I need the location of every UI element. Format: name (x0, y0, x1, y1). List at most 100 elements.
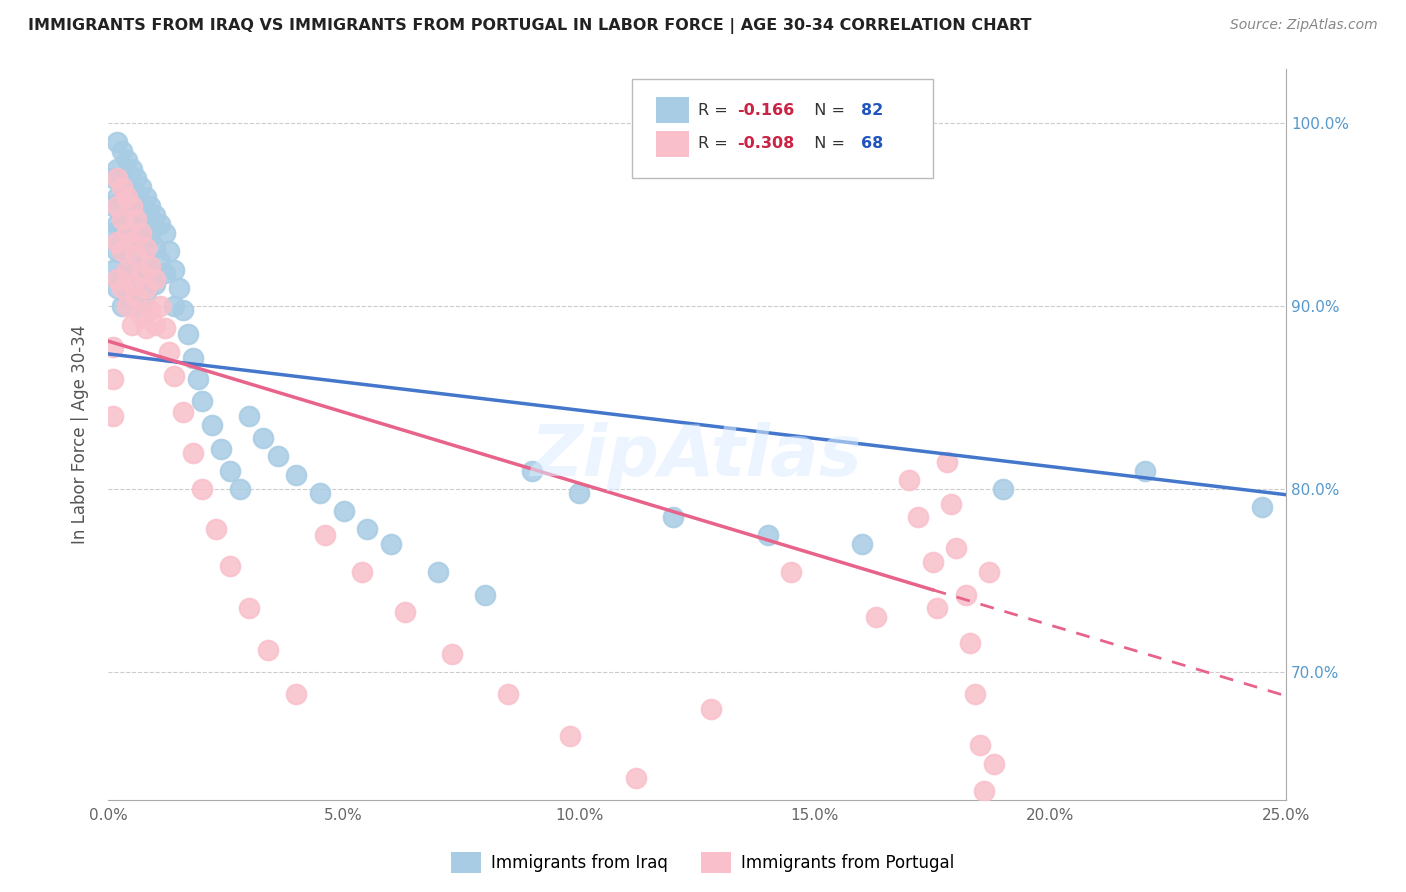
Point (219, 464, 242, 478)
Point (921, 555, 943, 569)
Point (520, 464, 543, 478)
Point (115, 226, 138, 240)
Point (107, 235, 129, 250)
Point (135, 321, 157, 335)
Point (352, 565, 374, 579)
Point (177, 326, 200, 341)
Point (624, 771, 647, 785)
Point (115, 153, 138, 167)
Point (157, 244, 180, 259)
Text: -0.166: -0.166 (737, 103, 794, 118)
Point (129, 226, 152, 240)
Point (229, 482, 252, 496)
Point (135, 285, 157, 299)
Point (101, 339, 124, 353)
Point (111, 193, 134, 207)
Point (558, 729, 581, 743)
Point (107, 272, 129, 286)
Point (959, 636, 981, 650)
Point (111, 211, 134, 226)
Point (111, 217, 134, 231)
Point (121, 248, 143, 262)
Point (129, 309, 152, 323)
Point (115, 189, 138, 203)
Point (700, 701, 723, 715)
Point (101, 409, 124, 423)
Point (129, 235, 152, 250)
Point (107, 199, 129, 213)
FancyBboxPatch shape (655, 131, 689, 157)
Point (143, 277, 166, 292)
Point (107, 171, 129, 186)
Point (115, 262, 138, 277)
Point (121, 277, 143, 292)
Point (121, 189, 143, 203)
Point (143, 272, 166, 286)
Text: ZipAtlas: ZipAtlas (531, 422, 863, 491)
Point (201, 418, 224, 433)
Point (568, 486, 591, 500)
Point (149, 299, 172, 313)
Point (115, 290, 138, 304)
Point (115, 262, 138, 277)
Point (238, 409, 260, 423)
Point (107, 135, 129, 149)
Point (143, 318, 166, 332)
Point (121, 281, 143, 295)
Point (101, 372, 124, 386)
FancyBboxPatch shape (655, 97, 689, 123)
Point (167, 281, 190, 295)
Point (125, 248, 148, 262)
Point (107, 217, 129, 231)
Point (756, 528, 779, 542)
Legend: Immigrants from Iraq, Immigrants from Portugal: Immigrants from Iraq, Immigrants from Po… (444, 846, 962, 880)
Point (135, 241, 157, 255)
Point (143, 241, 166, 255)
Point (172, 302, 194, 317)
Point (426, 565, 449, 579)
Point (101, 226, 124, 240)
Point (125, 262, 148, 277)
Text: 82: 82 (860, 103, 883, 118)
Point (139, 259, 162, 273)
Point (266, 450, 288, 464)
Point (129, 208, 152, 222)
Point (865, 610, 887, 624)
Point (205, 523, 228, 537)
Point (927, 601, 949, 615)
Point (191, 394, 214, 409)
Point (111, 144, 134, 158)
Point (440, 647, 463, 661)
Point (153, 226, 176, 240)
Point (993, 482, 1015, 496)
Point (851, 537, 873, 551)
Point (907, 509, 929, 524)
Point (149, 253, 172, 268)
Y-axis label: In Labor Force | Age 30-34: In Labor Force | Age 30-34 (72, 325, 89, 544)
Point (219, 559, 242, 574)
Point (474, 588, 496, 602)
Text: Source: ZipAtlas.com: Source: ZipAtlas.com (1230, 18, 1378, 32)
Point (181, 445, 204, 459)
Point (380, 537, 402, 551)
Point (111, 244, 134, 259)
Point (963, 687, 986, 701)
Text: -0.308: -0.308 (737, 136, 794, 152)
Point (129, 266, 152, 280)
Point (125, 211, 148, 226)
Point (941, 497, 963, 511)
Text: IMMIGRANTS FROM IRAQ VS IMMIGRANTS FROM PORTUGAL IN LABOR FORCE | AGE 30-34 CORR: IMMIGRANTS FROM IRAQ VS IMMIGRANTS FROM … (28, 18, 1032, 34)
Point (115, 299, 138, 313)
Text: N =: N = (804, 103, 851, 118)
Point (121, 217, 143, 231)
Point (115, 204, 138, 219)
Point (973, 784, 995, 798)
Point (139, 229, 162, 244)
Point (139, 266, 162, 280)
Point (115, 229, 138, 244)
Point (309, 486, 332, 500)
Point (135, 281, 157, 295)
Point (898, 473, 921, 487)
Point (101, 262, 124, 277)
Point (135, 222, 157, 236)
